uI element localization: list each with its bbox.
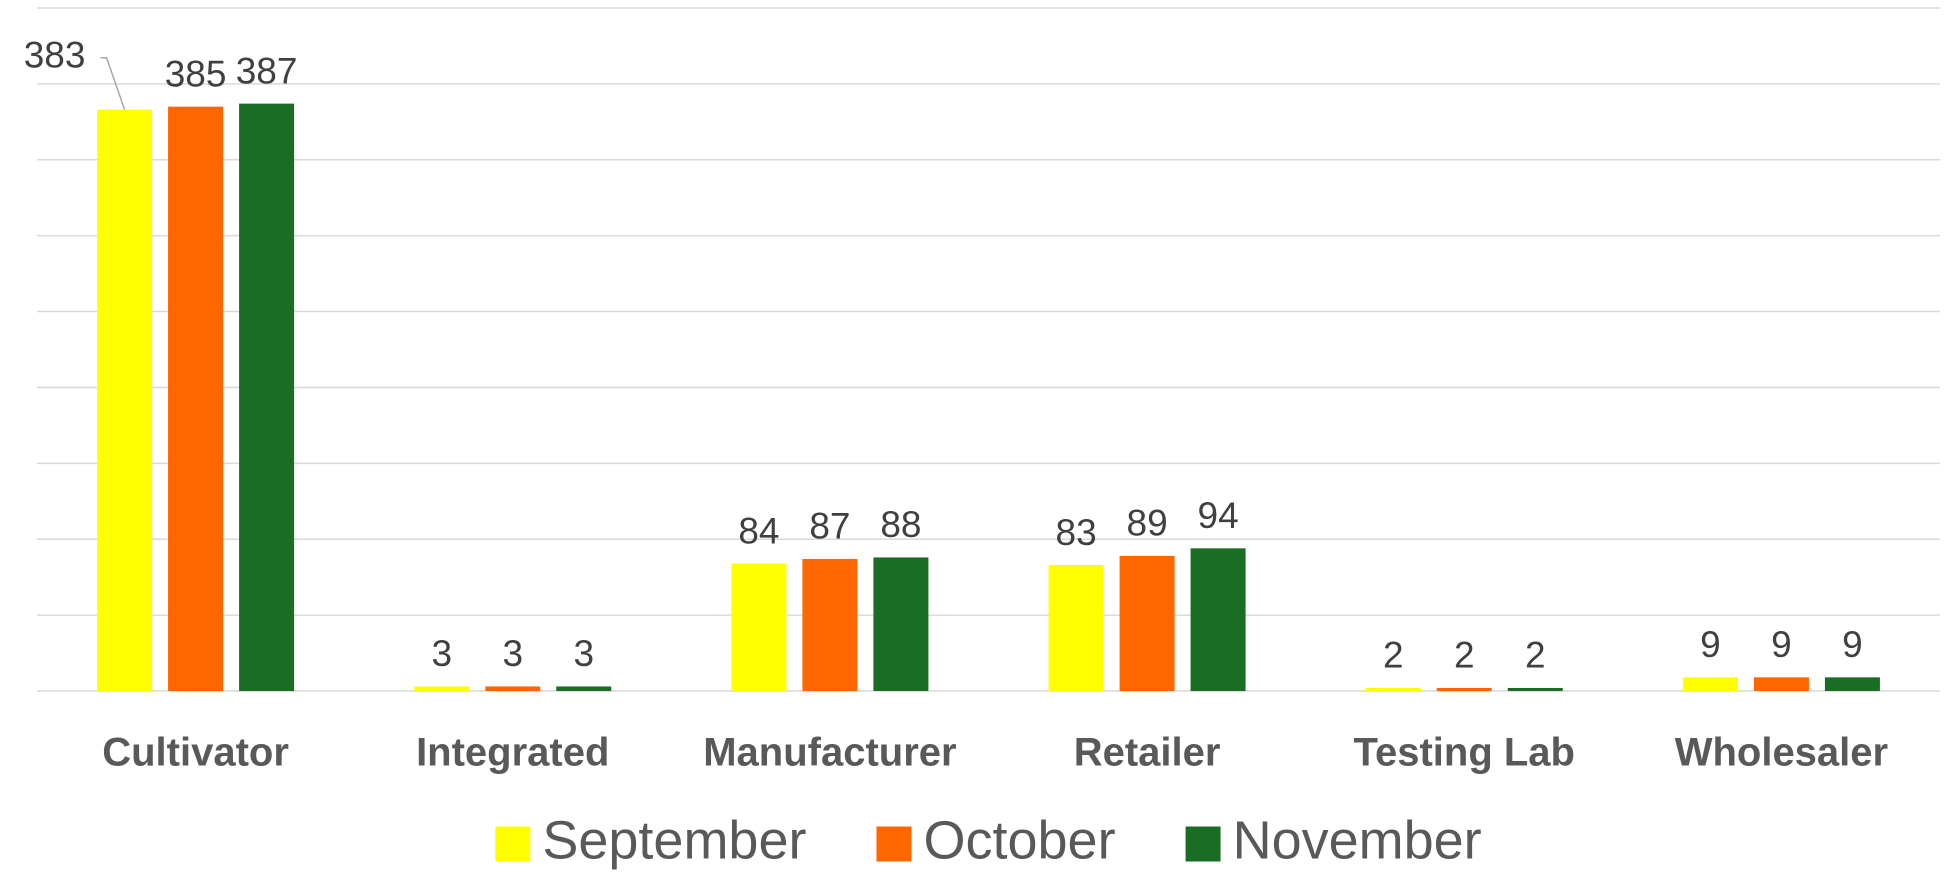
- bar: [731, 563, 787, 691]
- x-tick-label: Manufacturer: [703, 731, 956, 775]
- data-label: 3: [502, 633, 523, 674]
- bar: [168, 106, 224, 691]
- data-label: 387: [236, 50, 298, 91]
- data-label: 84: [738, 510, 779, 551]
- legend-label: November: [1233, 810, 1482, 870]
- data-label: 94: [1198, 495, 1239, 536]
- data-label: 87: [809, 506, 850, 547]
- data-label: 2: [1525, 635, 1546, 676]
- x-tick-label: Retailer: [1074, 731, 1221, 775]
- x-tick-label: Wholesaler: [1675, 731, 1888, 775]
- bar: [1436, 687, 1492, 691]
- bar: [97, 109, 153, 692]
- data-label: 88: [880, 504, 921, 545]
- bar: [802, 558, 858, 691]
- data-label: 2: [1454, 635, 1475, 676]
- bar: [1119, 555, 1175, 691]
- data-label: 383: [24, 34, 86, 75]
- bar: [1753, 677, 1809, 691]
- bar: [1048, 565, 1104, 691]
- data-label: 83: [1056, 512, 1097, 553]
- bar: [1365, 687, 1421, 691]
- data-label: 3: [431, 633, 452, 674]
- x-tick-label: Testing Lab: [1354, 731, 1575, 775]
- legend-label: October: [923, 810, 1115, 870]
- x-tick-label: Cultivator: [102, 731, 289, 775]
- legend-swatch: [1185, 826, 1221, 862]
- bar: [1682, 677, 1738, 691]
- bar: [1190, 548, 1246, 691]
- legend-label: September: [542, 810, 806, 870]
- bar: [556, 686, 612, 691]
- leader-line: [100, 56, 126, 110]
- bar: [414, 686, 470, 691]
- bar: [1824, 677, 1880, 691]
- data-label: 9: [1700, 624, 1721, 665]
- x-tick-label: Integrated: [416, 731, 609, 775]
- bar: [873, 557, 929, 691]
- legend-swatch: [876, 826, 912, 862]
- bar: [239, 103, 295, 692]
- bar: [485, 686, 541, 691]
- bar: [1507, 687, 1563, 691]
- data-label: 385: [165, 53, 227, 94]
- data-label: 9: [1842, 624, 1863, 665]
- legend-swatch: [495, 826, 531, 862]
- data-label: 9: [1771, 624, 1792, 665]
- data-label: 89: [1127, 503, 1168, 544]
- data-label: 3: [573, 633, 594, 674]
- data-label: 2: [1383, 635, 1404, 676]
